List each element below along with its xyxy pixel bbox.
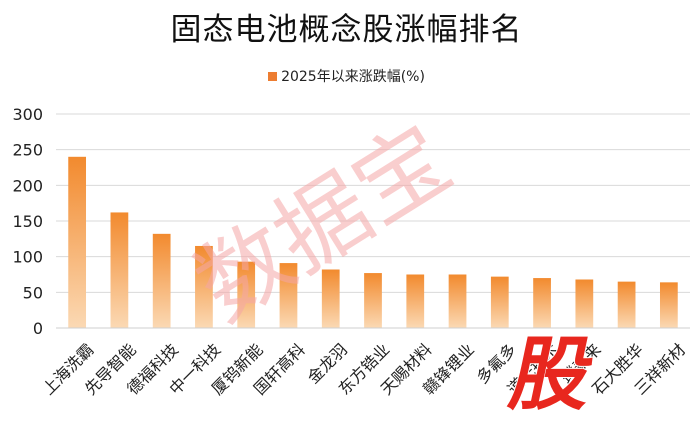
bar — [659, 282, 678, 328]
y-tick-label: 250 — [12, 141, 43, 160]
bar — [406, 274, 425, 328]
bar — [68, 156, 87, 328]
chart-title: 固态电池概念股涨幅排名 — [170, 12, 523, 48]
bar — [152, 233, 171, 328]
y-tick-label: 150 — [12, 212, 43, 231]
y-tick-label: 50 — [23, 283, 43, 302]
y-axis-ticks: 0 50 100 150 200 250 300 — [12, 105, 43, 338]
bar — [321, 269, 340, 328]
bars — [68, 156, 678, 328]
bar — [279, 263, 298, 328]
bar — [533, 278, 551, 328]
bar — [617, 281, 636, 328]
y-tick-label: 0 — [33, 319, 43, 338]
y-tick-label: 200 — [12, 176, 43, 195]
bar — [448, 274, 467, 328]
legend: 2025年以来涨跌幅(%) — [0, 66, 693, 86]
watermark-badge: 股 — [502, 329, 602, 422]
bar — [195, 245, 213, 328]
y-tick-label: 300 — [12, 105, 43, 124]
watermark: 数据宝 股 — [178, 105, 676, 422]
watermark-badge-box — [588, 323, 676, 413]
bar — [110, 212, 129, 328]
y-tick-label: 100 — [12, 248, 43, 267]
bar — [575, 279, 594, 328]
bar — [237, 261, 256, 328]
bar — [490, 276, 509, 328]
bar — [364, 273, 382, 328]
legend-label: 2025年以来涨跌幅(%) — [281, 69, 425, 85]
legend-swatch — [268, 72, 278, 81]
